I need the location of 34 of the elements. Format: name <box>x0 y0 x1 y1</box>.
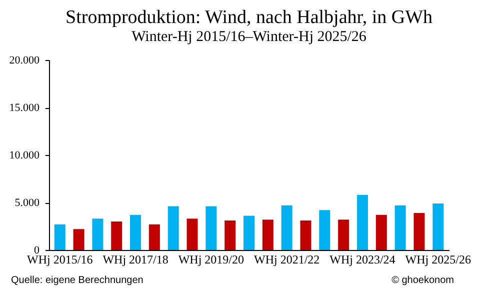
bar <box>54 224 66 250</box>
x-tick-label: WHj 2019/20 <box>178 252 244 266</box>
bar <box>319 210 330 250</box>
bar <box>262 220 274 250</box>
bar <box>300 220 312 250</box>
bar <box>224 220 236 250</box>
bar <box>206 206 217 250</box>
x-tick-label: WHj 2025/26 <box>405 252 471 266</box>
bar <box>168 206 179 250</box>
text: © ghoekonom <box>392 275 454 286</box>
bar <box>111 222 122 250</box>
bar <box>186 218 198 250</box>
bar <box>356 194 368 250</box>
source-note: Quelle: eigene Berechnungen <box>11 275 144 286</box>
bar <box>394 205 406 250</box>
chart-subtitle: Winter-Hj 2015/16–Winter-Hj 2025/26 <box>132 29 367 45</box>
bar <box>73 229 84 250</box>
y-tick-label: 5.000 <box>14 197 40 209</box>
x-tick-label: WHj 2023/24 <box>330 252 396 266</box>
x-tick-label: WHj 2017/18 <box>102 252 168 266</box>
y-tick-label: 10.000 <box>9 150 40 162</box>
chart-title: Stromproduktion: Wind, nach Halbjahr, in GWh <box>66 7 433 28</box>
bar <box>376 214 387 250</box>
bar <box>244 216 254 250</box>
bar <box>92 218 104 250</box>
bar <box>432 203 444 250</box>
x-tick-label: WHj 2021/22 <box>254 252 320 266</box>
bar <box>414 212 425 250</box>
bar <box>338 220 350 250</box>
y-tick-label: 20.000 <box>9 54 40 66</box>
y-tick-label: 15.000 <box>9 102 40 114</box>
bar <box>148 224 160 250</box>
bar <box>281 205 292 250</box>
bar <box>130 214 142 250</box>
